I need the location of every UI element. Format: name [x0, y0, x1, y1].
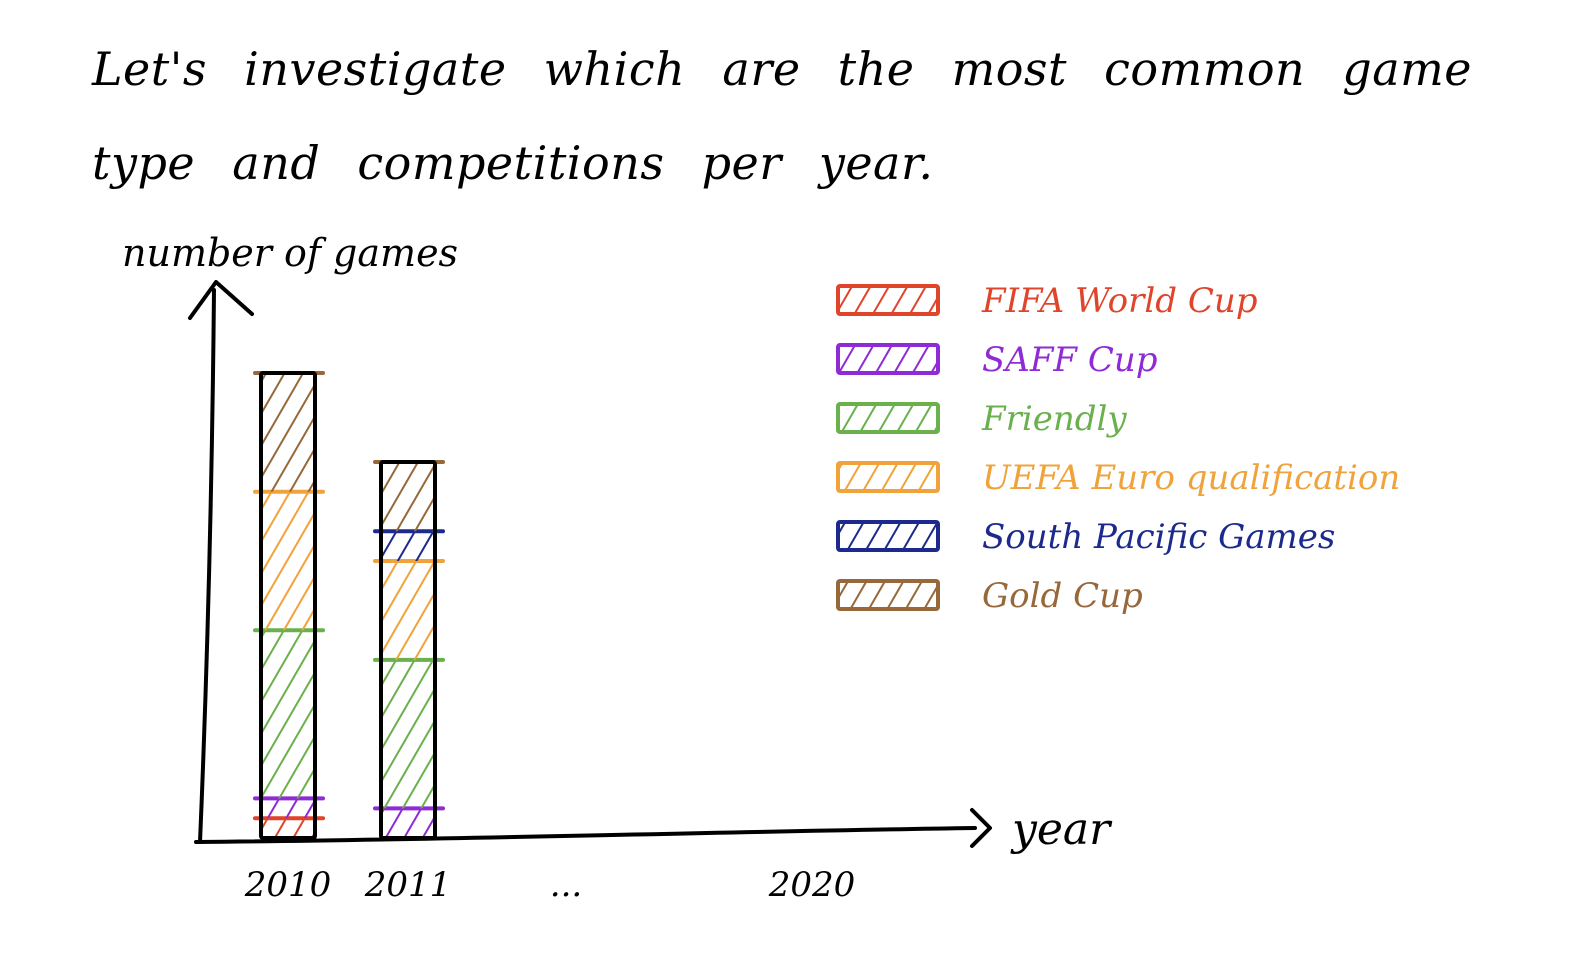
- bar-segment-2011-south-pacific-games: [381, 531, 435, 561]
- legend-swatch-4: [836, 520, 940, 552]
- bar-segment-2010-saff-cup: [261, 798, 315, 819]
- x-axis-line: [194, 826, 977, 844]
- legend-label-2: Friendly: [981, 399, 1127, 439]
- legend: FIFA World Cup SAFF Cup Friendly UEFA Euro …: [836, 281, 1400, 616]
- y-axis-line: [198, 288, 216, 844]
- bar-outline-2010: [259, 371, 317, 840]
- x-tick-label-2: ...: [550, 865, 582, 905]
- legend-label-4: South Pacific Games: [982, 517, 1335, 557]
- y-axis-arrowhead: [188, 280, 254, 320]
- legend-label-3: UEFA Euro qualification: [982, 458, 1400, 498]
- x-tick-label-1: 2011: [364, 865, 452, 905]
- legend-label-1: SAFF Cup: [982, 340, 1158, 380]
- intro-text: Let's investigate which are the most com…: [92, 42, 1472, 190]
- legend-swatch-1: [836, 343, 940, 375]
- legend-swatch-5: [836, 579, 940, 611]
- legend-swatch-2: [836, 402, 940, 434]
- x-tick-label-3: 2020: [768, 865, 856, 905]
- bar-segment-2011-uefa-euro-qualification: [381, 560, 435, 660]
- bar-segment-2011-gold-cup: [381, 462, 435, 532]
- y-axis-label: number of games: [122, 231, 458, 275]
- legend-label-5: Gold Cup: [982, 576, 1143, 616]
- x-axis-label: year: [1010, 804, 1113, 855]
- legend-swatch-3: [836, 461, 940, 493]
- bar-segment-2011-saff-cup: [381, 808, 435, 838]
- bar-segment-2010-gold-cup: [261, 373, 315, 492]
- bars-group: [253, 371, 445, 840]
- bar-segment-2010-uefa-euro-qualification: [261, 491, 315, 631]
- axes: [188, 280, 992, 848]
- legend-swatch-0: [836, 284, 940, 316]
- bar-segment-2011-friendly: [381, 659, 435, 809]
- bar-outline-2011: [379, 460, 437, 840]
- bar-segment-2010-fifa-world-cup: [261, 818, 315, 838]
- x-tick-labels: 2010 2011... 2020: [244, 865, 856, 905]
- legend-label-0: FIFA World Cup: [981, 281, 1258, 321]
- x-axis-arrowhead: [970, 808, 992, 848]
- bar-segment-2010-friendly: [261, 630, 315, 799]
- x-tick-label-0: 2010: [244, 865, 332, 905]
